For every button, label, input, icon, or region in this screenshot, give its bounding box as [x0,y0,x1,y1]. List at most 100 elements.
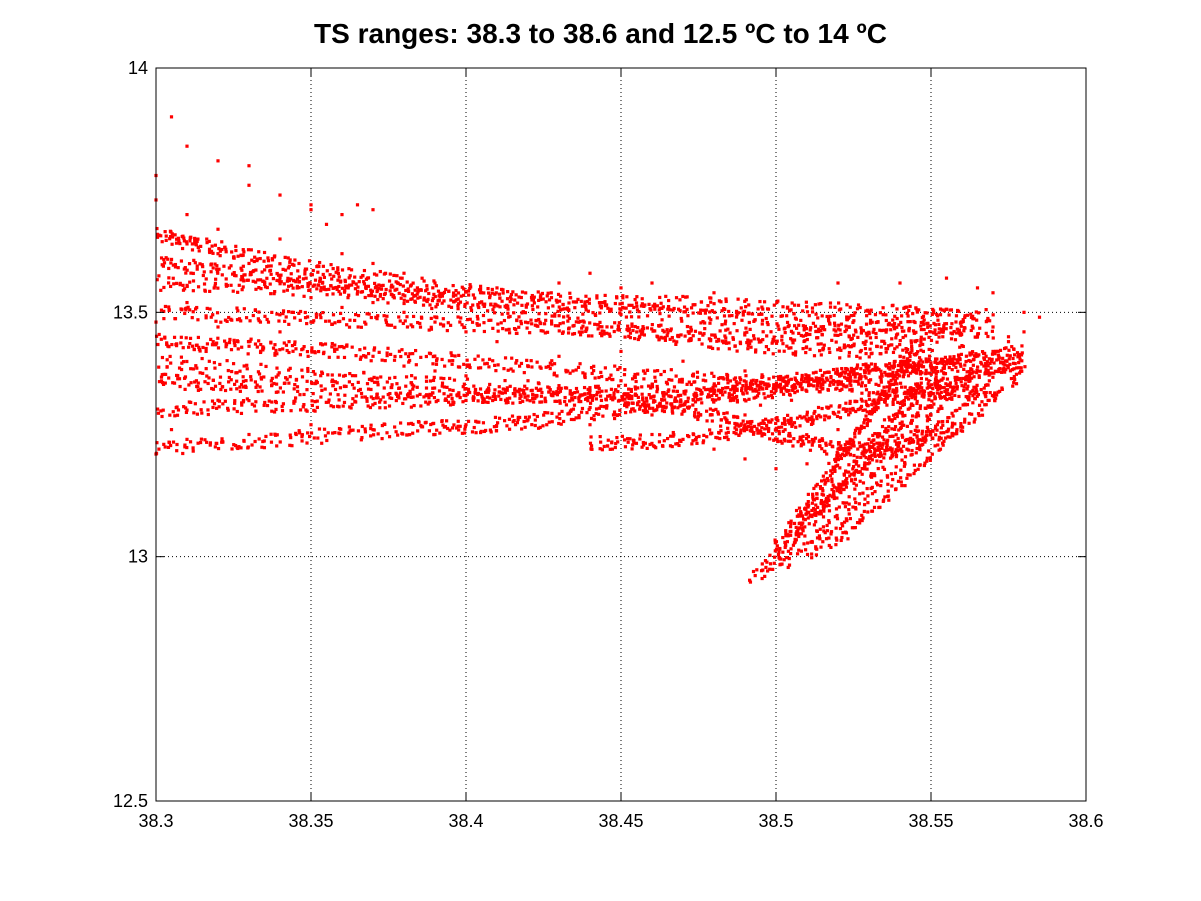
data-point [298,408,303,412]
data-point [313,350,317,354]
data-point [876,320,880,324]
data-point [755,428,759,432]
data-point [600,325,604,329]
data-point [507,331,512,335]
data-point [322,350,326,354]
data-point [246,445,250,449]
data-point [888,372,892,376]
data-point [738,381,742,385]
data-point [964,378,968,382]
data-point [716,347,720,351]
data-point [391,285,395,289]
data-point [200,356,204,361]
data-point [695,441,699,445]
data-point [604,398,608,402]
data-point [489,430,493,434]
data-point [955,430,959,434]
data-point [669,368,673,372]
data-point [906,314,910,318]
data-point [789,377,793,381]
data-point [584,294,588,298]
data-point [568,371,572,375]
data-point [814,520,818,524]
data-point [218,254,222,258]
data-point [444,398,448,402]
data-point [776,439,780,444]
data-point [302,294,306,298]
data-point [958,406,962,411]
data-point [735,349,739,353]
data-point [569,417,574,422]
data-point [879,345,883,349]
data-point [986,370,990,374]
data-point [970,324,974,328]
data-point [482,304,486,308]
data-point [250,443,254,447]
data-point [415,385,419,389]
data-point [683,334,687,338]
data-point [845,476,849,481]
data-point [692,432,696,437]
data-point [736,423,740,427]
data-point [927,354,932,358]
data-point [484,428,488,433]
data-point [538,425,542,429]
data-point [621,305,625,310]
data-point [162,261,167,265]
data-point [951,414,955,418]
data-point [920,394,924,398]
data-point [278,386,282,390]
data-point [797,534,801,539]
data-point [941,335,945,339]
data-point [437,389,442,393]
data-point [286,276,290,280]
data-point [434,362,439,366]
data-point [726,426,730,430]
data-point [828,350,832,355]
data-point [431,378,436,383]
data-point [525,326,529,330]
data-point [529,318,533,322]
data-point [781,392,786,396]
data-point [330,345,334,349]
data-point [910,438,915,442]
data-point [839,538,843,543]
data-point [929,361,933,365]
data-point [613,396,617,400]
data-point [851,505,855,509]
data-point [517,325,521,329]
data-point [486,390,490,394]
data-point [923,311,927,315]
data-point [281,309,286,313]
data-point [380,423,384,428]
data-point [867,391,871,395]
data-point [411,395,415,399]
data-point [847,350,851,355]
data-point [980,408,984,412]
data-point [987,379,991,383]
data-point [798,381,803,386]
data-point [354,354,358,358]
data-point [929,338,934,342]
data-point [834,340,838,344]
data-point [499,397,503,402]
data-point [519,394,523,398]
data-point [754,395,758,399]
data-point [216,286,220,290]
data-point [506,368,510,372]
data-point [529,359,533,363]
data-point [515,421,520,425]
data-point [356,429,361,433]
data-point [362,282,367,286]
data-point [584,308,588,312]
data-point [984,370,988,375]
data-point [252,404,257,408]
data-point [807,378,811,382]
data-point [329,404,333,408]
data-point [677,443,681,448]
data-point [409,323,413,327]
data-point [723,319,728,323]
data-point [946,427,951,431]
data-point [796,381,800,386]
data-point [891,390,895,394]
